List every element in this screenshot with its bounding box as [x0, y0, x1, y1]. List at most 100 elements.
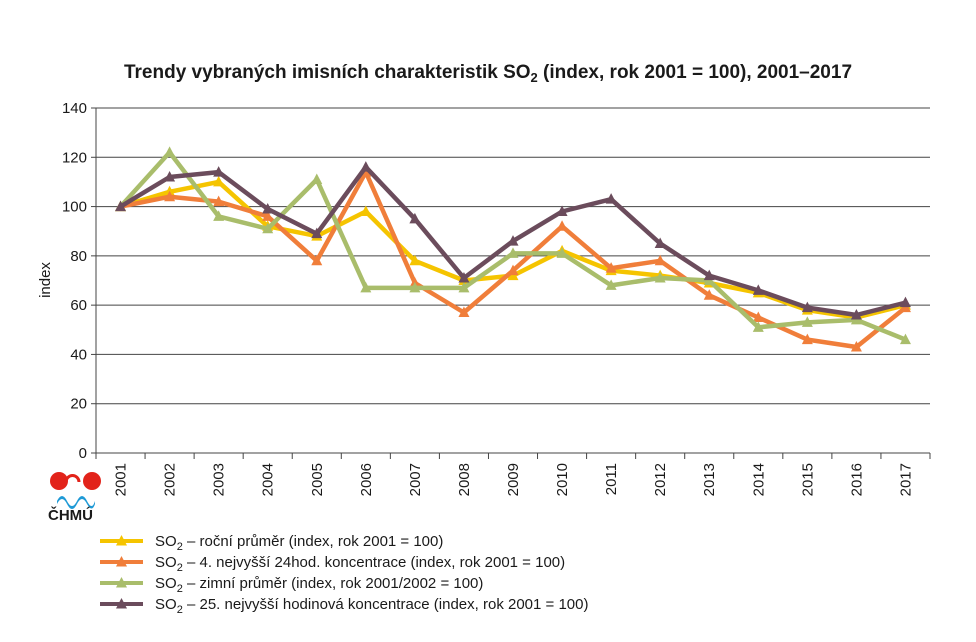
legend-label-subscript: 2 — [177, 604, 183, 616]
data-point-triangle-icon — [164, 190, 176, 202]
x-tick-label: 2004 — [260, 463, 277, 496]
logo-blue-wave — [57, 496, 95, 509]
x-tick-label: 2017 — [897, 463, 914, 496]
data-point-triangle-icon — [164, 171, 176, 182]
data-point-triangle-icon — [311, 227, 323, 239]
legend-marker-triangle-icon — [116, 577, 127, 588]
legend-label-main: SO — [155, 596, 177, 613]
series-line — [118, 150, 908, 342]
data-point-triangle-icon — [605, 262, 617, 273]
data-point-triangle-icon — [115, 200, 127, 212]
data-point-triangle-icon — [654, 254, 666, 266]
x-tick-label: 2011 — [603, 463, 620, 495]
data-point-triangle-icon — [556, 220, 568, 231]
data-point-triangle-icon — [556, 247, 568, 258]
chart-title-main: Trendy vybraných imisních charakteristik… — [124, 62, 531, 83]
chart-title: Trendy vybraných imisních charakteristik… — [124, 62, 852, 85]
legend-label-rest: – zimní průměr (index, rok 2001/2002 = 1… — [183, 575, 484, 592]
legend-item: SO2 – 25. nejvyšší hodinová koncentrace … — [100, 596, 588, 616]
data-point-triangle-icon — [507, 235, 519, 246]
legend-label-subscript: 2 — [177, 541, 183, 553]
data-point-triangle-icon — [360, 281, 372, 293]
x-tick-label: 2002 — [162, 463, 179, 496]
chart-title-subscript: 2 — [531, 70, 538, 85]
y-tick-label: 0 — [79, 445, 87, 462]
data-point-triangle-icon — [801, 301, 813, 313]
legend: SO2 – roční průměr (index, rok 2001 = 10… — [100, 533, 588, 616]
legend-label: SO2 – zimní průměr (index, rok 2001/2002… — [155, 575, 483, 595]
data-point-triangle-icon — [850, 309, 862, 320]
legend-marker-triangle-icon — [116, 535, 127, 546]
series-layer — [115, 146, 911, 352]
data-point-triangle-icon — [801, 333, 813, 345]
data-point-triangle-icon — [311, 254, 323, 266]
legend-marker-triangle-icon — [116, 556, 127, 567]
chart-title-rest: (index, rok 2001 = 100), 2001–2017 — [538, 62, 852, 83]
grid-layer — [96, 107, 930, 454]
data-point-triangle-icon — [507, 247, 519, 258]
x-tick-label: 2014 — [750, 463, 767, 496]
x-tick-label: 2001 — [113, 463, 130, 496]
data-point-triangle-icon — [507, 264, 519, 276]
logo-red-dot-right — [83, 472, 101, 490]
series-3 — [115, 146, 911, 345]
y-tick-label: 100 — [62, 199, 87, 216]
chmu-logo-mark-icon — [50, 472, 101, 509]
y-tick-label: 60 — [70, 297, 87, 314]
data-point-triangle-icon — [458, 281, 470, 293]
x-tick-label: 2006 — [358, 463, 375, 496]
series-4 — [115, 161, 911, 320]
data-point-triangle-icon — [213, 166, 225, 177]
data-point-triangle-icon — [213, 195, 225, 207]
logo-red-arc — [64, 474, 81, 483]
legend-label-main: SO — [155, 533, 177, 550]
data-point-triangle-icon — [213, 210, 225, 221]
data-point-triangle-icon — [409, 281, 421, 293]
data-point-triangle-icon — [850, 341, 862, 352]
data-point-triangle-icon — [409, 212, 421, 224]
legend-label: SO2 – 4. nejvyšší 24hod. koncentrace (in… — [155, 554, 565, 574]
x-tick-label: 2015 — [799, 463, 816, 496]
data-point-triangle-icon — [556, 205, 568, 216]
x-tick-label: 2012 — [652, 463, 669, 496]
data-point-triangle-icon — [703, 289, 715, 300]
data-point-triangle-icon — [654, 272, 666, 283]
legend-label-rest: – 25. nejvyšší hodinová koncentrace (ind… — [183, 596, 589, 613]
data-point-triangle-icon — [458, 306, 470, 318]
legend-label-subscript: 2 — [177, 583, 183, 595]
x-tick-label: 2013 — [701, 463, 718, 496]
data-point-triangle-icon — [654, 237, 666, 249]
data-point-triangle-icon — [262, 222, 274, 234]
data-point-triangle-icon — [605, 279, 617, 290]
data-point-triangle-icon — [752, 311, 764, 322]
x-tick-label: 2009 — [505, 463, 522, 496]
data-point-triangle-icon — [899, 296, 911, 308]
legend-label-main: SO — [155, 575, 177, 592]
x-tick-label: 2008 — [456, 463, 473, 496]
legend-label-subscript: 2 — [177, 562, 183, 574]
data-point-triangle-icon — [899, 333, 911, 345]
x-tick-label: 2016 — [848, 463, 865, 496]
legend-item: SO2 – 4. nejvyšší 24hod. koncentrace (in… — [100, 554, 565, 574]
data-point-triangle-icon — [458, 272, 470, 283]
data-point-triangle-icon — [164, 146, 176, 157]
data-point-triangle-icon — [360, 161, 372, 172]
data-point-triangle-icon — [605, 193, 617, 204]
chmu-logo: ČHMÚ — [48, 472, 101, 524]
legend-label-main: SO — [155, 554, 177, 571]
data-point-triangle-icon — [213, 175, 225, 187]
data-point-triangle-icon — [703, 269, 715, 281]
legend-item: SO2 – roční průměr (index, rok 2001 = 10… — [100, 533, 443, 553]
y-tick-label: 120 — [62, 149, 87, 166]
y-tick-label: 40 — [70, 346, 87, 363]
data-point-triangle-icon — [262, 203, 274, 214]
legend-label: SO2 – 25. nejvyšší hodinová koncentrace … — [155, 596, 588, 616]
legend-label-rest: – roční průměr (index, rok 2001 = 100) — [183, 533, 444, 550]
logo-red-dot-left — [50, 472, 68, 490]
y-tick-label: 140 — [62, 100, 87, 117]
data-point-triangle-icon — [311, 173, 323, 184]
legend-label-rest: – 4. nejvyšší 24hod. koncentrace (index,… — [183, 554, 565, 571]
data-point-triangle-icon — [360, 205, 372, 216]
